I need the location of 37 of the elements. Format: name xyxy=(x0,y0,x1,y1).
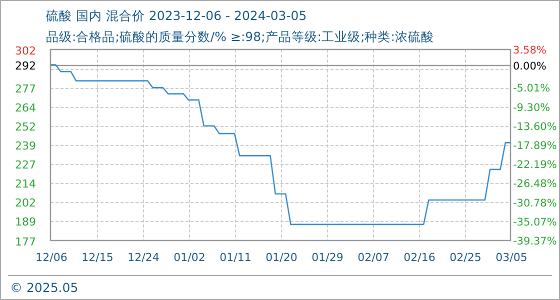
y-tick-label: 202 xyxy=(15,196,36,210)
y-tick-label: 227 xyxy=(15,158,36,172)
y-tick-label: 189 xyxy=(15,216,36,228)
chart-subtitle: 品级:合格品;硫酸的质量分数/% ≥:98;产品等级:工业级;种类:浓硫酸 xyxy=(46,29,434,44)
line-series xyxy=(50,64,512,226)
x-tick-label: 12/24 xyxy=(128,251,160,264)
y-tick-label: 252 xyxy=(15,120,36,134)
x-tick-label: 01/20 xyxy=(266,251,298,264)
y2-tick-label: -22.19% xyxy=(513,159,557,172)
y2-tick-label: -17.89% xyxy=(513,140,557,152)
y2-tick-label: -35.07% xyxy=(513,216,557,228)
x-tick-label: 02/16 xyxy=(404,251,436,264)
y-tick-label: 214 xyxy=(15,178,36,190)
x-tick-label: 02/07 xyxy=(358,251,390,264)
text: © 2025.05 xyxy=(10,280,78,295)
ref-line-label: 292 xyxy=(15,60,36,72)
y2-tick-label: -9.30% xyxy=(513,102,550,114)
x-tick-label: 01/29 xyxy=(312,251,344,264)
y2-tick-label: -30.78% xyxy=(513,197,557,210)
y2-tick-label: -26.48% xyxy=(513,178,557,190)
y-tick-label: 277 xyxy=(15,82,36,96)
x-tick-label: 01/11 xyxy=(220,251,252,264)
y2-tick-label: 0.00% xyxy=(513,60,546,72)
x-tick-label: 12/06 xyxy=(36,251,68,264)
x-tick-label: 03/05 xyxy=(496,251,528,264)
chart-title: 硫酸 国内 混合价 2023-12-06 - 2024-03-05 xyxy=(46,8,307,23)
y2-tick-label: -39.37% xyxy=(513,236,557,248)
x-tick-label: 12/15 xyxy=(82,251,114,264)
y-tick-label: 239 xyxy=(15,140,36,152)
x-tick-label: 01/02 xyxy=(174,251,206,264)
y2-tick-label: -5.01% xyxy=(513,82,550,95)
x-tick-label: 02/25 xyxy=(450,251,482,264)
y-tick-label: 302 xyxy=(15,44,36,58)
y-tick-label: 264 xyxy=(15,102,36,114)
y2-tick-label: 3.58% xyxy=(513,44,546,56)
y2-tick-label: -13.60% xyxy=(513,120,557,133)
y-tick-label: 177 xyxy=(15,236,36,248)
